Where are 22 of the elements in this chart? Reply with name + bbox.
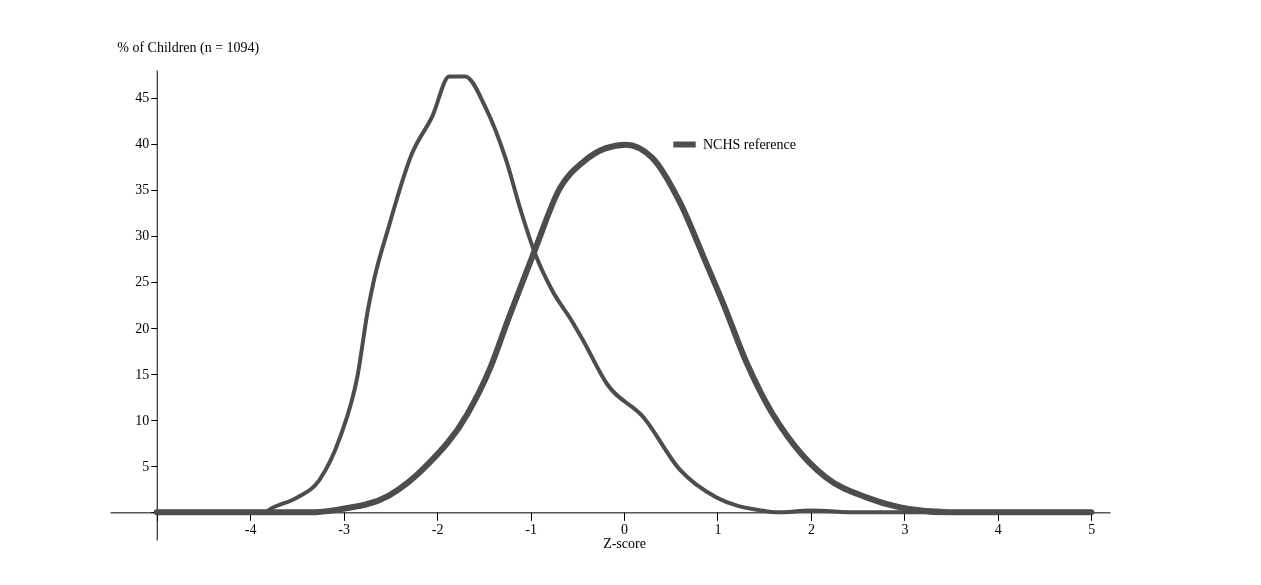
x-tick-label: 1 — [714, 521, 722, 537]
x-tick-label: 0 — [621, 521, 629, 537]
legend-label: NCHS reference — [703, 136, 796, 152]
x-tick-label: 3 — [901, 521, 909, 537]
y-tick-label: 40 — [135, 136, 150, 152]
x-tick-label: -1 — [525, 521, 537, 537]
y-tick-label: 25 — [135, 274, 150, 290]
y-tick-label: 5 — [142, 458, 150, 474]
x-tick-label: 4 — [994, 521, 1002, 537]
y-tick-label: 45 — [135, 90, 150, 106]
x-tick-label: -4 — [244, 521, 257, 537]
y-tick-label: 35 — [135, 182, 150, 198]
y-tick-label: 10 — [135, 412, 150, 428]
x-axis-title: Z-score — [603, 535, 646, 551]
x-tick-label: 2 — [807, 521, 815, 537]
x-tick-label: -3 — [338, 521, 350, 537]
y-tick-label: 15 — [135, 366, 150, 382]
y-tick-label: 30 — [135, 228, 150, 244]
y-tick-label: 20 — [135, 320, 150, 336]
x-tick-label: -2 — [431, 521, 444, 537]
x-tick-label: 5 — [1088, 521, 1096, 537]
y-axis-title: % of Children (n = 1094) — [117, 39, 260, 56]
